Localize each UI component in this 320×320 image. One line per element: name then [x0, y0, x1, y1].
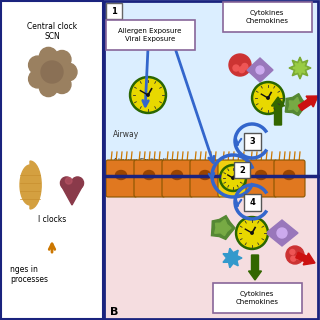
- Text: nges in
processes: nges in processes: [10, 265, 48, 284]
- Circle shape: [251, 232, 253, 234]
- Polygon shape: [223, 248, 242, 268]
- Polygon shape: [285, 93, 307, 116]
- FancyBboxPatch shape: [190, 160, 221, 197]
- FancyBboxPatch shape: [106, 3, 122, 19]
- Circle shape: [39, 47, 57, 65]
- Ellipse shape: [255, 171, 267, 180]
- Circle shape: [291, 256, 296, 261]
- Circle shape: [65, 178, 72, 184]
- Circle shape: [222, 167, 244, 189]
- FancyBboxPatch shape: [162, 160, 193, 197]
- Circle shape: [32, 52, 72, 92]
- FancyBboxPatch shape: [218, 160, 249, 197]
- Circle shape: [242, 63, 248, 69]
- Circle shape: [239, 67, 245, 73]
- Circle shape: [53, 76, 71, 93]
- FancyBboxPatch shape: [213, 283, 302, 313]
- FancyArrow shape: [298, 96, 318, 110]
- FancyArrow shape: [249, 255, 261, 280]
- Circle shape: [233, 65, 239, 71]
- Circle shape: [28, 70, 47, 88]
- FancyBboxPatch shape: [1, 1, 103, 319]
- Circle shape: [132, 79, 164, 111]
- Circle shape: [267, 97, 269, 99]
- Text: l clocks: l clocks: [38, 215, 66, 224]
- Text: 4: 4: [249, 197, 255, 206]
- Circle shape: [236, 217, 268, 250]
- FancyBboxPatch shape: [104, 176, 320, 320]
- FancyBboxPatch shape: [106, 20, 195, 50]
- FancyArrow shape: [271, 97, 284, 125]
- Ellipse shape: [116, 171, 126, 180]
- Ellipse shape: [172, 171, 182, 180]
- Circle shape: [296, 254, 301, 260]
- FancyBboxPatch shape: [106, 160, 137, 197]
- Text: Allergen Exposure
Viral Exposure: Allergen Exposure Viral Exposure: [118, 28, 182, 42]
- FancyBboxPatch shape: [134, 160, 165, 197]
- Circle shape: [232, 177, 234, 179]
- Text: Central clock
SCN: Central clock SCN: [27, 22, 77, 41]
- Circle shape: [220, 164, 246, 191]
- Polygon shape: [20, 161, 41, 209]
- Text: Airway: Airway: [113, 130, 139, 139]
- Circle shape: [39, 79, 57, 97]
- FancyBboxPatch shape: [274, 160, 305, 197]
- Circle shape: [277, 228, 287, 238]
- Ellipse shape: [228, 171, 238, 180]
- FancyBboxPatch shape: [223, 2, 312, 32]
- Circle shape: [59, 63, 77, 81]
- FancyBboxPatch shape: [104, 0, 320, 176]
- Ellipse shape: [143, 171, 155, 180]
- Polygon shape: [289, 57, 311, 79]
- Ellipse shape: [284, 171, 294, 180]
- FancyBboxPatch shape: [234, 162, 250, 178]
- Text: Cytokines
Chemokines: Cytokines Chemokines: [245, 10, 289, 24]
- Circle shape: [252, 82, 284, 115]
- FancyBboxPatch shape: [244, 133, 261, 150]
- Polygon shape: [266, 220, 298, 246]
- Circle shape: [229, 54, 251, 76]
- Text: 2: 2: [239, 165, 245, 174]
- Text: 1: 1: [111, 6, 117, 15]
- FancyBboxPatch shape: [244, 194, 261, 211]
- Polygon shape: [247, 58, 273, 82]
- Circle shape: [238, 219, 266, 247]
- Polygon shape: [61, 185, 83, 205]
- Circle shape: [71, 177, 84, 189]
- Ellipse shape: [199, 171, 211, 180]
- Polygon shape: [212, 216, 235, 239]
- Circle shape: [286, 246, 304, 264]
- Circle shape: [60, 177, 73, 189]
- Text: B: B: [110, 307, 118, 317]
- Text: Airway Epithelium: Airway Epithelium: [113, 158, 179, 164]
- Circle shape: [254, 84, 282, 112]
- Circle shape: [28, 56, 47, 74]
- Text: 3: 3: [249, 137, 255, 146]
- Text: Interstitium: Interstitium: [113, 183, 158, 192]
- Circle shape: [41, 61, 63, 83]
- Text: Cytokines
Chemokines: Cytokines Chemokines: [236, 291, 278, 305]
- FancyBboxPatch shape: [246, 160, 277, 197]
- Polygon shape: [215, 220, 231, 236]
- Circle shape: [130, 76, 166, 114]
- FancyArrow shape: [296, 252, 315, 265]
- Polygon shape: [289, 97, 303, 112]
- Circle shape: [256, 66, 264, 74]
- Circle shape: [290, 250, 295, 254]
- Circle shape: [147, 94, 149, 96]
- Circle shape: [53, 51, 71, 68]
- Polygon shape: [293, 61, 307, 75]
